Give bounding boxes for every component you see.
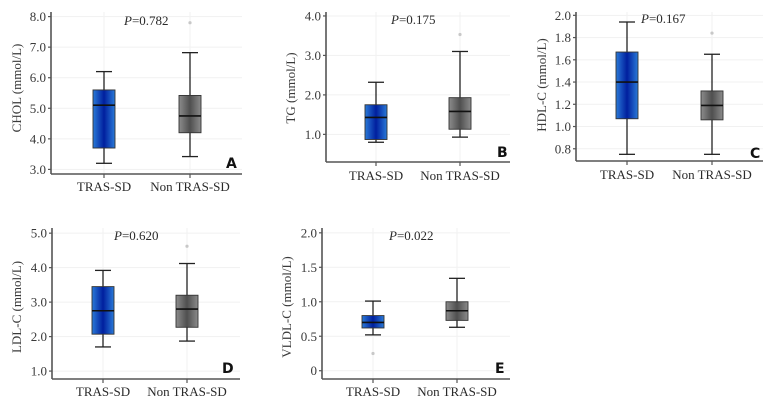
iqr-box	[92, 89, 116, 149]
box-non-tras-sd	[175, 244, 199, 342]
y-tick-label: 1.4	[555, 75, 572, 90]
box-non-tras-sd	[700, 31, 724, 155]
p-value-annotation: P=0.620	[113, 228, 159, 243]
panel-label: A	[226, 156, 237, 172]
box-tras-sd	[91, 269, 115, 348]
box-tras-sd	[615, 21, 639, 155]
y-tick-label: 1.0	[555, 119, 571, 134]
box-tras-sd	[361, 300, 385, 356]
x-tick-label-non-tras-sd: Non TRAS-SD	[417, 384, 497, 399]
plot-area: 3.0 4.0 5.0 6.0 7.0 8.0	[30, 9, 242, 178]
y-tick-label: 3.0	[31, 295, 47, 310]
box-non-tras-sd	[178, 21, 202, 158]
y-tick-label: 2.0	[31, 329, 47, 344]
y-tick-label: 8.0	[30, 9, 46, 24]
outlier-point	[188, 21, 192, 25]
y-axis-title: HDL-C (mmol/L)	[534, 38, 549, 132]
p-value-annotation: P=0.782	[123, 13, 169, 28]
x-tick-label-non-tras-sd: Non TRAS-SD	[147, 384, 227, 399]
box-tras-sd	[92, 70, 116, 164]
x-tick-label-tras-sd: TRAS-SD	[600, 167, 654, 182]
y-tick-label: 3.0	[305, 48, 321, 63]
y-axis-title: CHOL (mmol/L)	[9, 44, 24, 133]
iqr-box	[175, 294, 199, 328]
y-tick-label: 5.0	[31, 226, 47, 241]
iqr-box	[178, 94, 202, 134]
p-value-annotation: P=0.022	[388, 228, 434, 243]
outlier-point	[710, 31, 714, 35]
outlier-point	[458, 32, 462, 37]
y-tick-label: 7.0	[30, 40, 46, 55]
y-axis-title: LDL-C (mmol/L)	[9, 261, 24, 353]
y-axis-title: TG (mmol/L)	[283, 52, 298, 123]
outlier-point	[185, 244, 189, 248]
y-tick-label: 1.0	[301, 294, 317, 309]
plot-area: 1.0 2.0 3.0 4.0	[305, 8, 510, 166]
panel-a: 3.0 4.0 5.0 6.0 7.0 8.0 CHOL (mmol/L) P=0.782…	[9, 9, 242, 194]
y-tick-label: 4.0	[305, 8, 321, 23]
y-tick-label: 1.8	[555, 30, 571, 45]
panel-label: C	[750, 146, 760, 162]
panel-label: D	[222, 361, 234, 377]
plot-area: 0 0.5 1.0 1.5 2.0	[301, 225, 510, 383]
y-tick-label: 1.6	[555, 52, 572, 67]
iqr-box	[615, 51, 639, 120]
y-tick-label: 1.2	[555, 97, 571, 112]
y-tick-label: 2.0	[301, 225, 317, 240]
box-non-tras-sd	[448, 32, 472, 138]
x-tick-label-non-tras-sd: Non TRAS-SD	[150, 179, 230, 194]
panel-label: B	[497, 145, 508, 161]
y-tick-label: 2.0	[555, 8, 571, 23]
box-tras-sd	[364, 81, 388, 143]
y-tick-label: 5.0	[30, 101, 46, 116]
panel-label: E	[495, 361, 505, 377]
y-tick-label: 0.8	[555, 141, 571, 156]
y-tick-label: 0	[311, 363, 318, 378]
y-tick-label: 1.0	[305, 127, 321, 142]
plot-area: 0.8 1.0 1.2 1.4 1.6 1.8 2.0	[555, 8, 763, 165]
outlier-point	[371, 351, 375, 356]
panel-d: 1.0 2.0 3.0 4.0 5.0 LDL-C (mmol/L) P=0.620 T…	[9, 226, 240, 399]
x-tick-label-tras-sd: TRAS-SD	[349, 168, 403, 183]
p-value-annotation: P=0.175	[390, 12, 436, 27]
x-tick-label-tras-sd: TRAS-SD	[77, 179, 131, 194]
y-tick-label: 4.0	[31, 260, 47, 275]
x-tick-label-tras-sd: TRAS-SD	[76, 384, 130, 399]
panel-c: 0.8 1.0 1.2 1.4 1.6 1.8 2.0 HDL-C (mmol/L) P=0…	[534, 8, 763, 182]
iqr-box	[364, 104, 388, 140]
x-tick-label-non-tras-sd: Non TRAS-SD	[672, 167, 752, 182]
x-tick-label-non-tras-sd: Non TRAS-SD	[420, 168, 500, 183]
y-axis-title: VLDL-C (mmol/L)	[279, 256, 294, 357]
box-non-tras-sd	[445, 277, 469, 328]
iqr-box	[448, 97, 472, 130]
y-tick-label: 1.5	[301, 260, 317, 275]
y-tick-label: 3.0	[30, 162, 46, 177]
panel-b: 1.0 2.0 3.0 4.0 TG (mmol/L) P=0.175 TRAS-SD…	[283, 8, 510, 183]
y-tick-label: 2.0	[305, 87, 321, 102]
y-tick-label: 0.5	[301, 329, 317, 344]
p-value-annotation: P=0.167	[640, 11, 686, 26]
y-tick-label: 4.0	[30, 131, 46, 146]
y-tick-label: 6.0	[30, 70, 46, 85]
x-tick-label-tras-sd: TRAS-SD	[346, 384, 400, 399]
y-tick-label: 1.0	[31, 364, 47, 379]
panel-e: 0 0.5 1.0 1.5 2.0 VLDL-C (mmol/L) P=0.022 TR…	[279, 225, 510, 399]
plot-area: 1.0 2.0 3.0 4.0 5.0	[31, 226, 240, 383]
